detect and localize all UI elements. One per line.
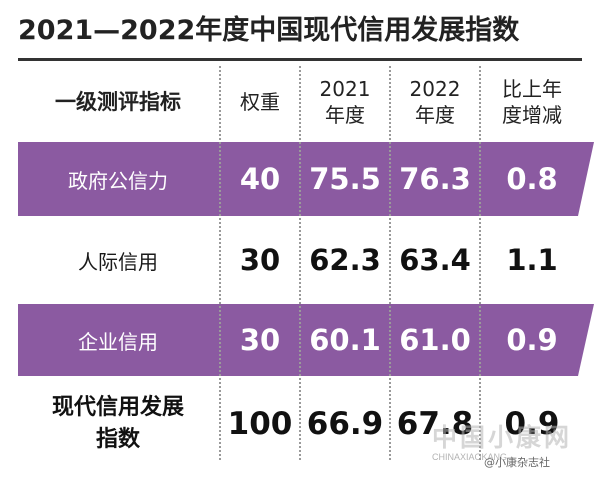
row-band	[18, 142, 594, 216]
row-weight: 30	[239, 243, 281, 277]
column-divider	[389, 66, 393, 460]
row-2022: 63.4	[399, 243, 471, 277]
table-row: 政府公信力 40 75.5 76.3 0.8	[0, 142, 600, 216]
column-divider	[219, 66, 223, 460]
header-2021-year: 2021	[319, 77, 371, 101]
row-change: 1.1	[506, 243, 558, 277]
header-indicator: 一级测评指标	[55, 90, 181, 114]
row-indicator: 企业信用	[78, 329, 158, 354]
row-band	[18, 304, 594, 376]
column-divider	[479, 66, 483, 460]
header-2022: 2022 年度	[392, 64, 478, 140]
header-2022-label: 年度	[415, 103, 455, 127]
total-change: 0.9	[504, 406, 560, 442]
total-2022: 67.8	[396, 406, 474, 442]
row-change: 0.9	[506, 323, 558, 357]
total-indicator: 现代信用发展 指数	[18, 384, 218, 464]
row-2021: 60.1	[309, 323, 381, 357]
total-indicator-line1: 现代信用发展	[51, 395, 184, 420]
row-2022: 61.0	[399, 323, 471, 357]
row-2022: 76.3	[399, 162, 471, 196]
column-divider	[299, 66, 303, 460]
header-2022-year: 2022	[409, 77, 461, 101]
watermark-sub: CHINAXIAOKANG	[432, 452, 508, 462]
header-2021-label: 年度	[325, 103, 365, 127]
header-change-line2: 度增减	[502, 103, 562, 127]
watermark-logo: 中国小康网	[432, 423, 573, 452]
total-indicator-line2: 指数	[95, 427, 140, 452]
header-change-line1: 比上年	[502, 77, 562, 101]
row-indicator: 人际信用	[78, 249, 158, 274]
table-total-row: 现代信用发展 指数 100 66.9 67.8 0.9	[0, 384, 600, 464]
row-change: 0.8	[506, 162, 558, 196]
total-2021: 66.9	[306, 406, 384, 442]
table-row: 人际信用 30 62.3 63.4 1.1	[0, 222, 600, 298]
total-weight: 100	[227, 406, 293, 442]
row-weight: 30	[239, 323, 281, 357]
page-title: 2021—2022年度中国现代信用发展指数	[18, 15, 520, 46]
row-weight: 40	[239, 162, 281, 196]
title-divider	[18, 58, 582, 61]
row-indicator: 政府公信力	[68, 168, 168, 193]
table-row: 企业信用 30 60.1 61.0 0.9	[0, 304, 600, 376]
header-change: 比上年 度增减	[482, 64, 582, 140]
row-2021: 75.5	[309, 162, 381, 196]
header-weight: 权重	[240, 90, 280, 114]
row-2021: 62.3	[309, 243, 381, 277]
header-2021: 2021 年度	[302, 64, 388, 140]
source-credit: @小康杂志社	[484, 456, 550, 469]
table-header-row: 一级测评指标 权重 2021 年度 2022 年度 比上年 度增减	[0, 64, 600, 140]
